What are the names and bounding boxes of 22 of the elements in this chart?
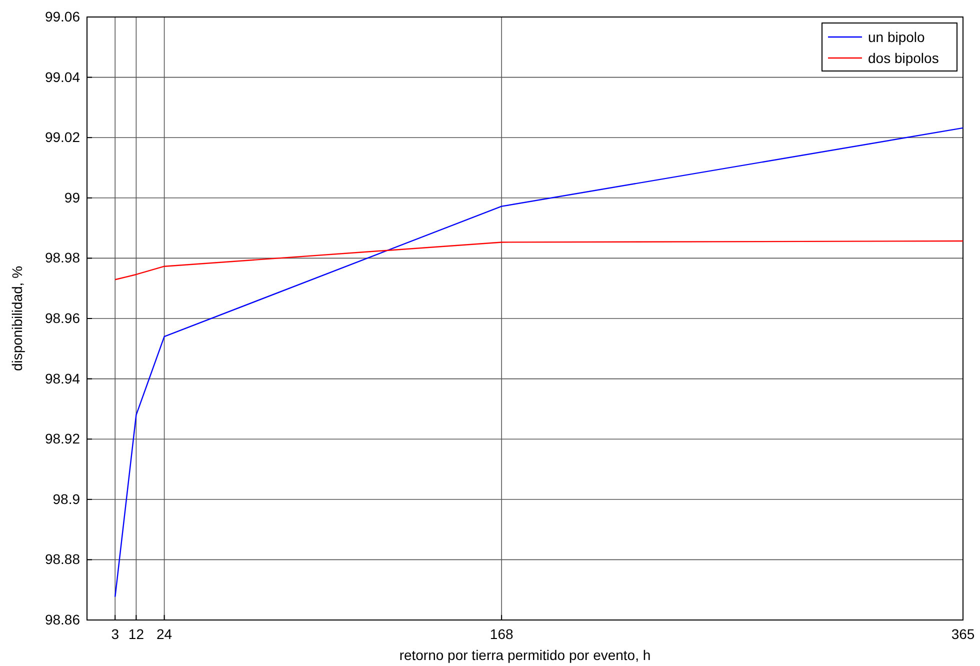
y-tick-label: 98.98: [44, 250, 80, 266]
y-tick-label: 98.96: [44, 310, 80, 326]
x-tick-label: 12: [128, 626, 144, 642]
y-tick-label: 99.02: [44, 129, 80, 146]
x-tick-label: 168: [490, 626, 514, 642]
y-tick-label: 98.92: [44, 430, 80, 447]
y-tick-label: 99: [64, 189, 80, 206]
legend-label: un bipolo: [868, 29, 926, 45]
line-series: [114, 127, 964, 598]
line-series: [114, 240, 964, 280]
y-tick-label: 98.94: [44, 370, 80, 386]
x-tick-label: 3: [111, 626, 120, 642]
y-axis-title: disponibilidad, %: [9, 266, 25, 372]
x-tick-label: 365: [951, 626, 975, 642]
y-tick-label: 98.88: [44, 551, 80, 568]
y-tick-label: 98.86: [44, 611, 80, 628]
y-tick-label: 99.06: [44, 8, 80, 24]
legend-label: dos bipolos: [868, 50, 939, 66]
x-tick-label: 24: [156, 626, 172, 642]
y-tick-label: 99.04: [44, 68, 80, 85]
x-axis-title: retorno por tierra permitido por evento, h: [399, 647, 651, 663]
y-tick-label: 98.9: [52, 490, 80, 507]
